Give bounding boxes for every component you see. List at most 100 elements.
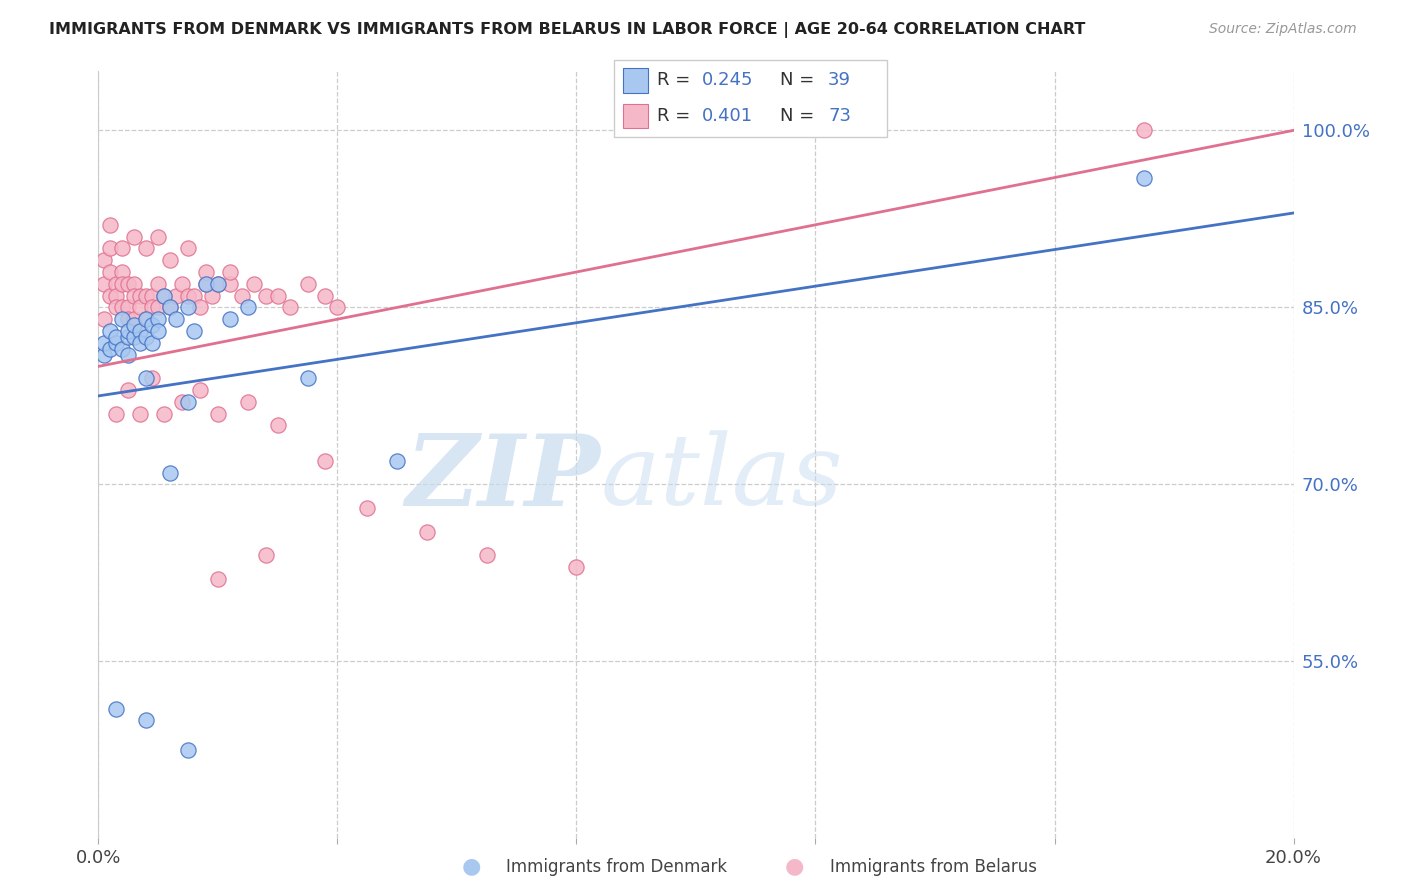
Point <box>1133 170 1156 185</box>
Point <box>148 229 170 244</box>
Point <box>117 301 139 315</box>
Point <box>124 229 146 244</box>
Point <box>129 407 152 421</box>
Point <box>159 301 181 315</box>
Point <box>135 714 157 728</box>
Point <box>129 324 152 338</box>
Point <box>177 301 200 315</box>
Point <box>207 572 229 586</box>
Point <box>105 288 128 302</box>
Point <box>129 301 152 315</box>
Point <box>105 407 128 421</box>
Point <box>195 265 218 279</box>
Text: Immigrants from Belarus: Immigrants from Belarus <box>830 858 1036 876</box>
Point <box>195 277 218 291</box>
Point <box>124 288 146 302</box>
Text: Source: ZipAtlas.com: Source: ZipAtlas.com <box>1209 22 1357 37</box>
Point <box>326 301 349 315</box>
Point <box>177 288 200 302</box>
Point <box>172 277 194 291</box>
Point <box>188 383 211 397</box>
Point <box>207 277 229 291</box>
Point <box>141 288 163 302</box>
Point <box>267 418 290 433</box>
Point <box>177 241 200 255</box>
Point <box>93 277 115 291</box>
Point <box>124 277 146 291</box>
Point <box>236 394 259 409</box>
Point <box>98 265 122 279</box>
Point <box>254 548 277 562</box>
Text: ZIP: ZIP <box>405 430 600 526</box>
Point <box>105 335 128 350</box>
Point <box>153 407 176 421</box>
Point <box>135 288 157 302</box>
Point <box>135 371 157 385</box>
Point <box>105 277 128 291</box>
Point <box>117 324 139 338</box>
Point <box>105 330 128 344</box>
Point <box>207 407 229 421</box>
Text: ●: ● <box>785 856 804 876</box>
Text: N =: N = <box>780 71 820 89</box>
FancyBboxPatch shape <box>614 60 887 137</box>
Point <box>153 288 176 302</box>
Point <box>177 394 200 409</box>
Point <box>105 301 128 315</box>
Point <box>129 335 152 350</box>
Point <box>141 318 163 332</box>
Point <box>165 288 187 302</box>
Point <box>117 348 139 362</box>
Point <box>129 288 152 302</box>
Point <box>124 330 146 344</box>
Point <box>98 342 122 356</box>
Text: 73: 73 <box>828 107 851 125</box>
Point <box>141 301 163 315</box>
Point <box>278 301 301 315</box>
Point <box>98 324 122 338</box>
Point <box>195 277 218 291</box>
Point <box>356 501 378 516</box>
Point <box>159 253 181 268</box>
Point <box>124 312 146 326</box>
Text: ●: ● <box>461 856 481 876</box>
Point <box>148 301 170 315</box>
Point <box>188 301 211 315</box>
Point <box>201 288 224 302</box>
Point <box>297 277 319 291</box>
Point <box>236 301 259 315</box>
Text: atlas: atlas <box>600 430 844 525</box>
Text: IMMIGRANTS FROM DENMARK VS IMMIGRANTS FROM BELARUS IN LABOR FORCE | AGE 20-64 CO: IMMIGRANTS FROM DENMARK VS IMMIGRANTS FR… <box>49 22 1085 38</box>
Point <box>141 335 163 350</box>
Point <box>93 312 115 326</box>
Point <box>565 560 588 574</box>
FancyBboxPatch shape <box>623 69 648 93</box>
Point <box>177 743 200 757</box>
Point <box>111 265 134 279</box>
Text: R =: R = <box>657 107 696 125</box>
Point <box>111 277 134 291</box>
Text: Immigrants from Denmark: Immigrants from Denmark <box>506 858 727 876</box>
Point <box>117 383 139 397</box>
Text: R =: R = <box>657 71 696 89</box>
Point <box>117 312 139 326</box>
Point <box>135 312 157 326</box>
Point <box>98 241 122 255</box>
Point <box>385 454 409 468</box>
Point <box>141 371 163 385</box>
Point <box>315 288 337 302</box>
Point <box>219 312 242 326</box>
Point <box>111 301 134 315</box>
Text: 39: 39 <box>828 71 851 89</box>
Point <box>135 312 157 326</box>
Point <box>93 253 115 268</box>
Point <box>159 301 181 315</box>
Point <box>98 218 122 232</box>
FancyBboxPatch shape <box>623 103 648 128</box>
Point <box>117 330 139 344</box>
Point <box>219 277 242 291</box>
Point <box>148 324 170 338</box>
Point <box>183 324 205 338</box>
Point <box>153 288 176 302</box>
Point <box>135 330 157 344</box>
